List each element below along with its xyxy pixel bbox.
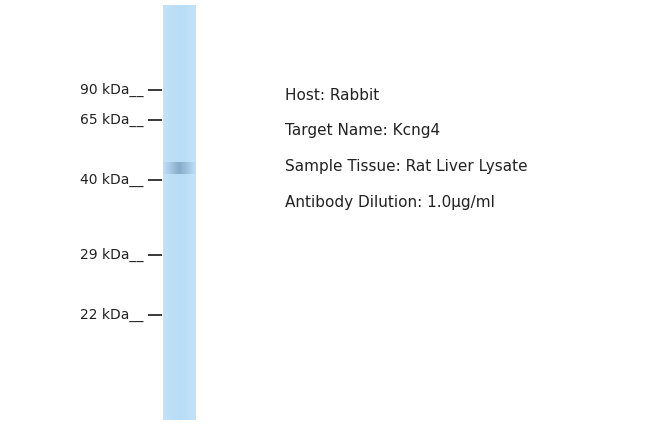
Text: 40 kDa__: 40 kDa__ — [79, 173, 143, 187]
Text: 65 kDa__: 65 kDa__ — [79, 113, 143, 127]
Text: Antibody Dilution: 1.0µg/ml: Antibody Dilution: 1.0µg/ml — [285, 196, 495, 210]
Text: 22 kDa__: 22 kDa__ — [79, 308, 143, 322]
Text: Sample Tissue: Rat Liver Lysate: Sample Tissue: Rat Liver Lysate — [285, 159, 528, 174]
Text: 29 kDa__: 29 kDa__ — [79, 248, 143, 262]
Text: Host: Rabbit: Host: Rabbit — [285, 87, 379, 103]
Text: Target Name: Kcng4: Target Name: Kcng4 — [285, 123, 440, 139]
Text: 90 kDa__: 90 kDa__ — [79, 83, 143, 97]
